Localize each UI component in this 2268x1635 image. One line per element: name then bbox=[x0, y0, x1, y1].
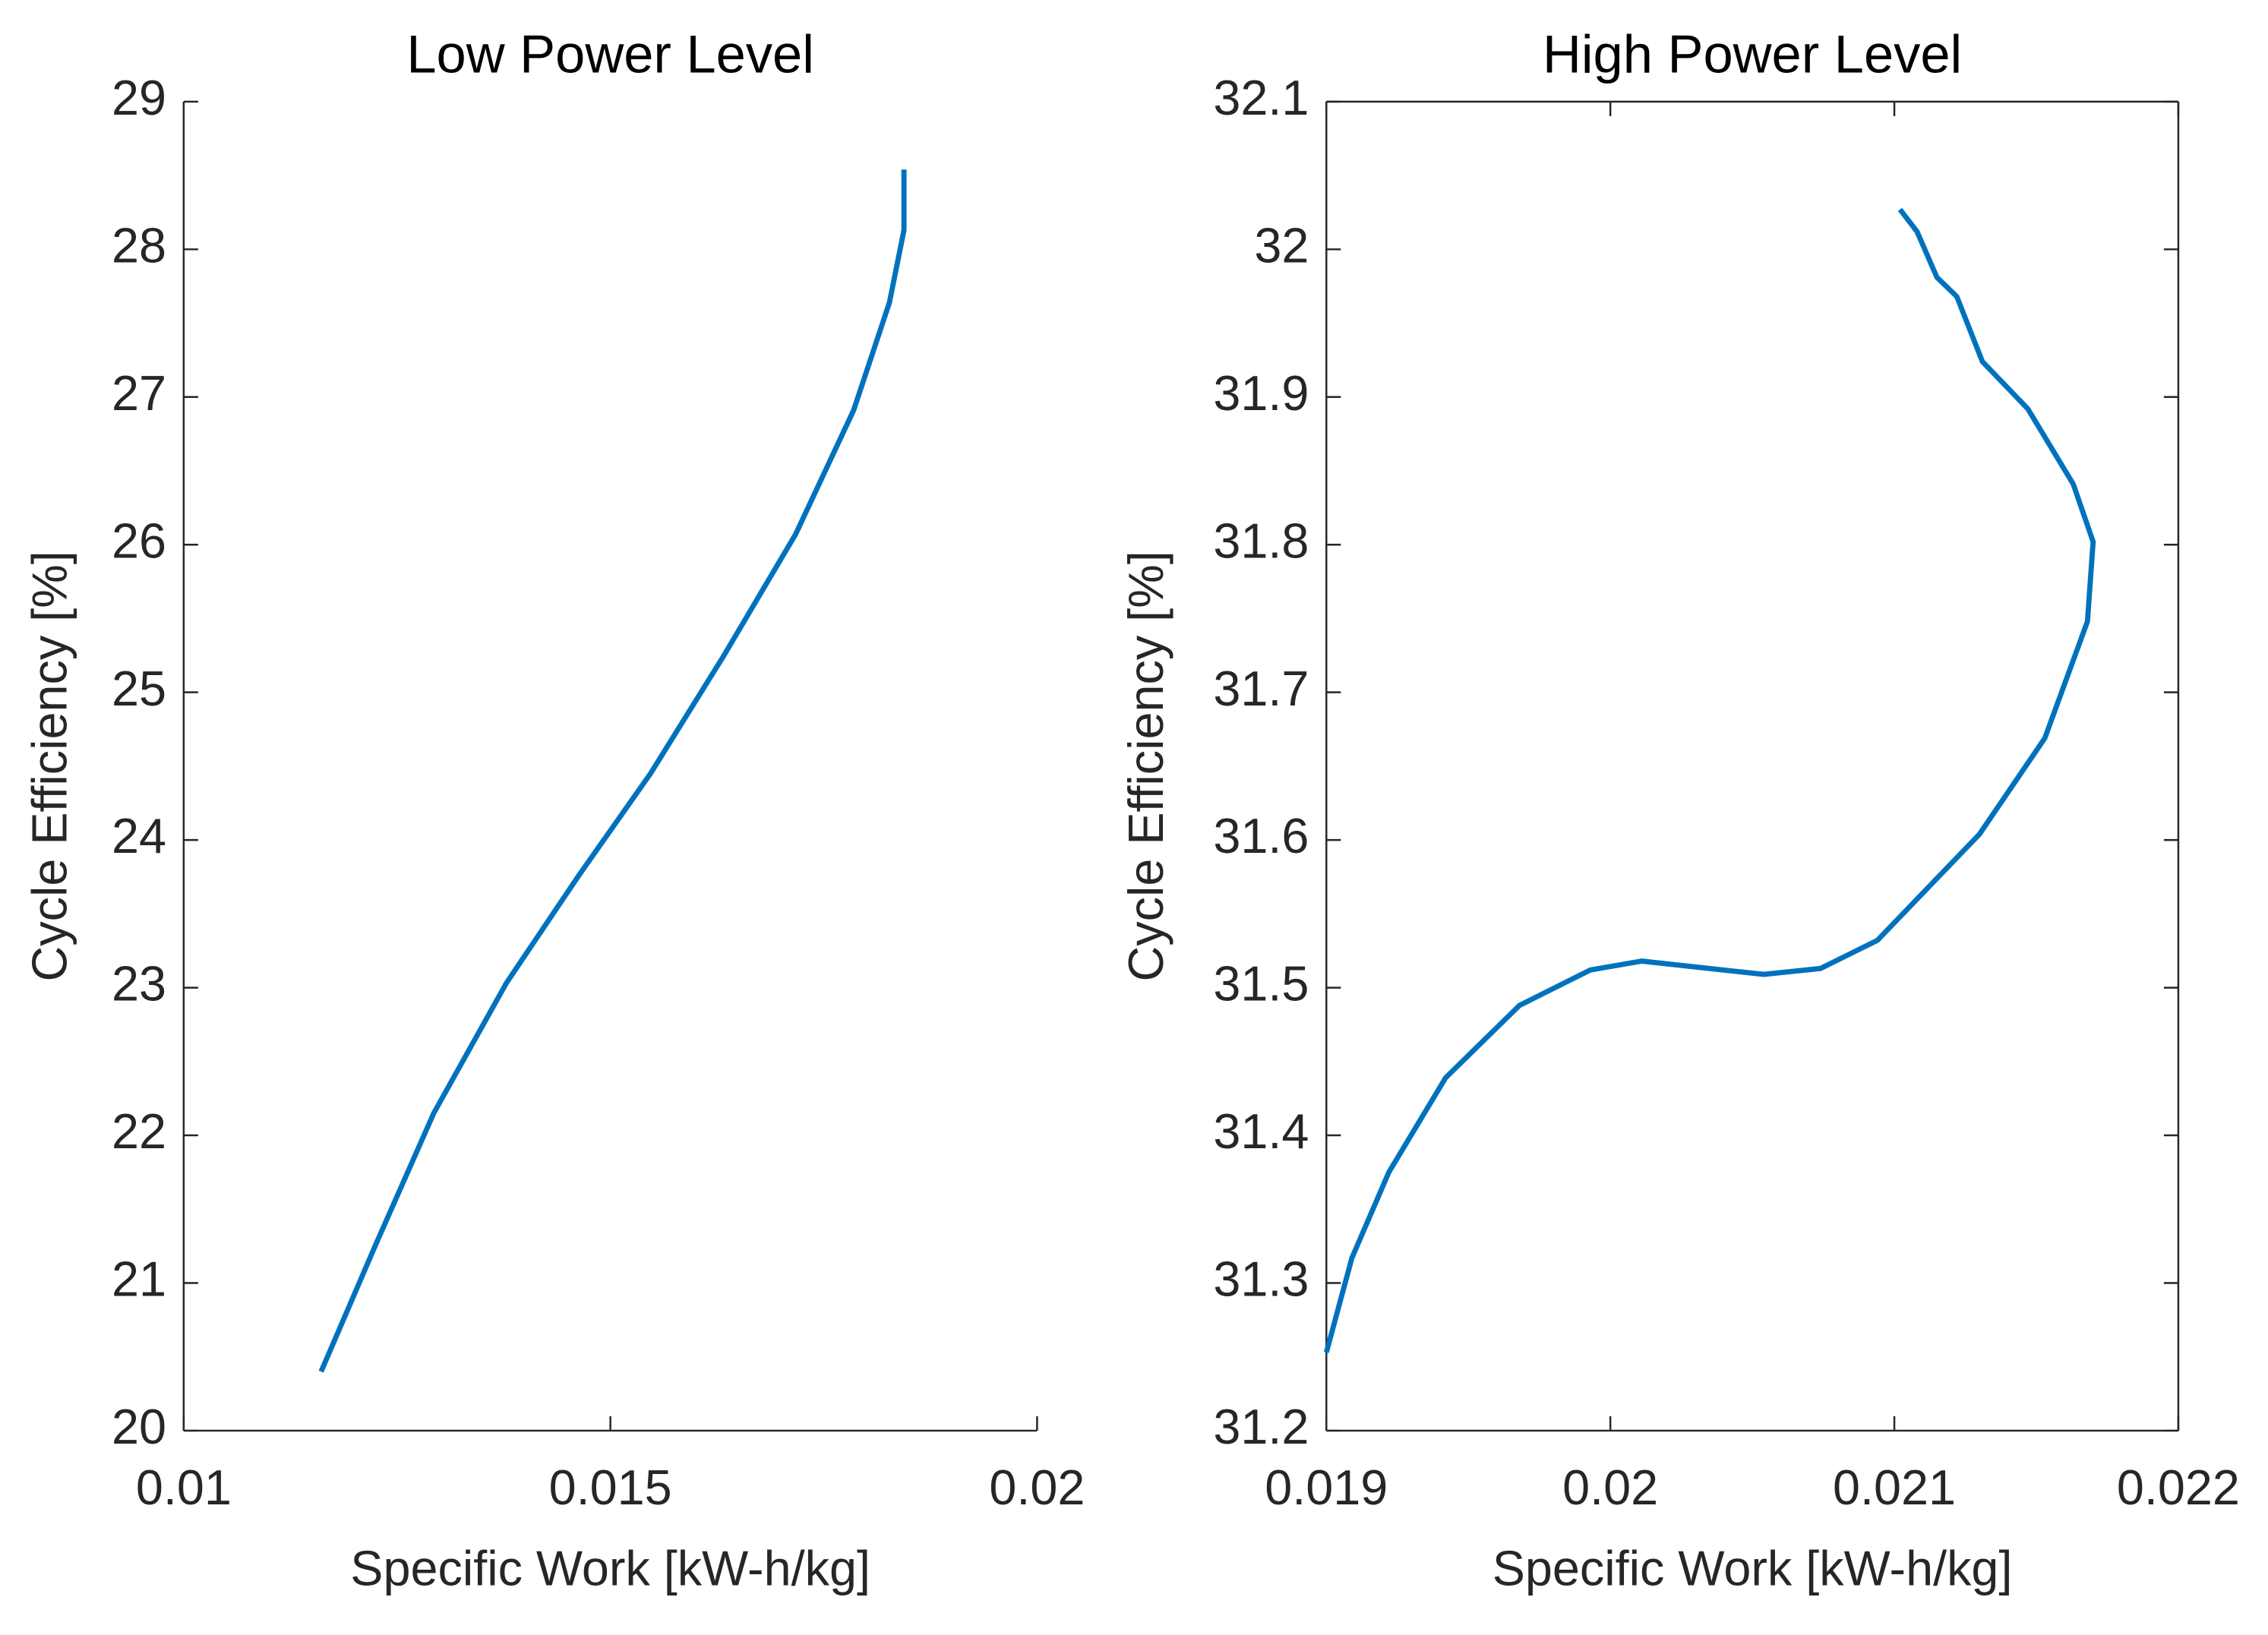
x-axis-label: Specific Work [kW-h/kg] bbox=[1493, 1541, 2013, 1596]
y-tick-label: 32.1 bbox=[1213, 70, 1309, 125]
y-tick-label: 31.2 bbox=[1213, 1399, 1309, 1454]
y-tick-label: 31.6 bbox=[1213, 808, 1309, 863]
x-tick-label: 0.021 bbox=[1833, 1460, 1956, 1515]
y-tick-label: 25 bbox=[112, 661, 166, 716]
y-tick-label: 24 bbox=[112, 808, 166, 863]
y-tick-label: 31.9 bbox=[1213, 365, 1309, 421]
chart-title: High Power Level bbox=[1543, 24, 1962, 84]
y-tick-label: 21 bbox=[112, 1252, 166, 1307]
x-tick-label: 0.02 bbox=[1562, 1460, 1658, 1515]
x-tick-label: 0.015 bbox=[549, 1460, 672, 1515]
x-tick-label: 0.022 bbox=[2117, 1460, 2240, 1515]
x-axis-label: Specific Work [kW-h/kg] bbox=[350, 1541, 870, 1596]
data-line bbox=[318, 169, 907, 1373]
y-tick-label: 31.8 bbox=[1213, 513, 1309, 568]
y-tick-label: 27 bbox=[112, 365, 166, 421]
x-tick-label: 0.019 bbox=[1265, 1460, 1388, 1515]
data-line bbox=[1323, 207, 2096, 1353]
y-tick-label: 32 bbox=[1254, 217, 1309, 273]
y-tick-label: 26 bbox=[112, 513, 166, 568]
y-tick-label: 23 bbox=[112, 956, 166, 1012]
y-tick-label: 31.7 bbox=[1213, 661, 1309, 716]
chart-title: Low Power Level bbox=[406, 24, 814, 84]
y-tick-label: 29 bbox=[112, 70, 166, 125]
y-axis-label: Cycle Efficiency [%] bbox=[1118, 551, 1173, 981]
y-tick-label: 31.4 bbox=[1213, 1103, 1309, 1159]
y-tick-label: 31.3 bbox=[1213, 1252, 1309, 1307]
y-tick-label: 22 bbox=[112, 1103, 166, 1159]
x-tick-label: 0.01 bbox=[136, 1460, 232, 1515]
y-tick-label: 28 bbox=[112, 217, 166, 273]
x-tick-label: 0.02 bbox=[989, 1460, 1085, 1515]
y-axis-label: Cycle Efficiency [%] bbox=[22, 551, 77, 981]
y-tick-label: 20 bbox=[112, 1399, 166, 1454]
y-tick-label: 31.5 bbox=[1213, 956, 1309, 1012]
